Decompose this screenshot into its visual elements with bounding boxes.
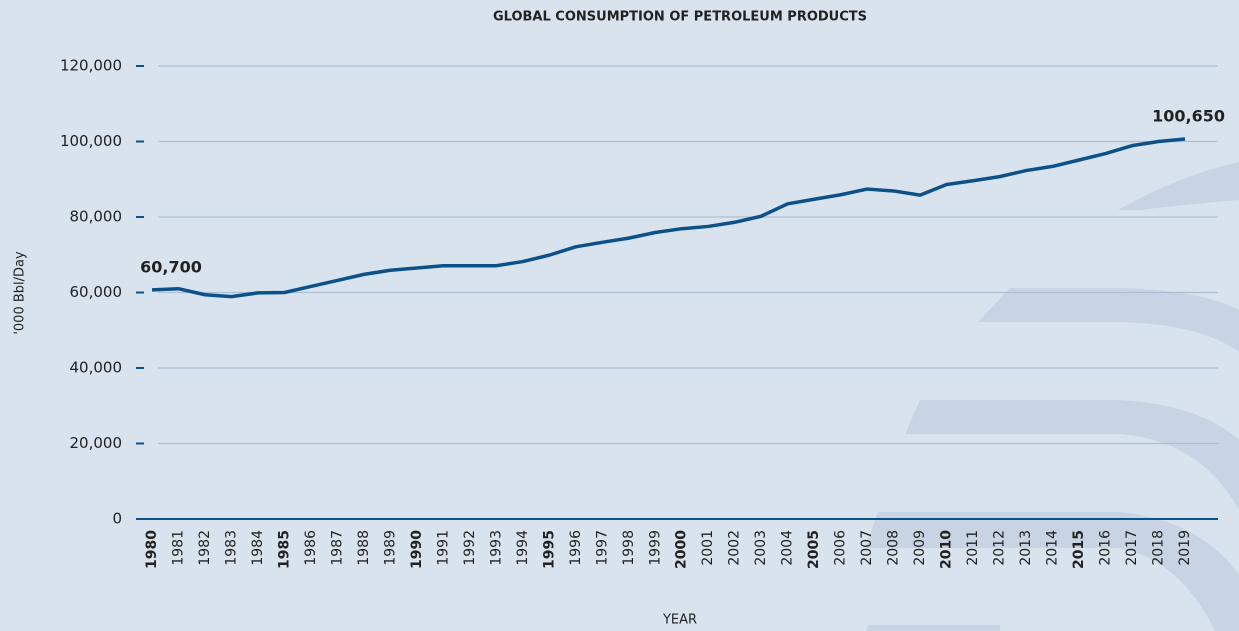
x-tick-label: 2004 [780, 530, 796, 566]
y-tick-label: 0 [112, 510, 122, 528]
x-tick-label: 1981 [170, 530, 186, 566]
x-tick-label: 1990 [409, 530, 425, 569]
data-label: 100,650 [1152, 107, 1225, 126]
x-tick-label: 2011 [965, 530, 981, 566]
x-tick-label: 1980 [144, 530, 160, 569]
y-tick-label: 100,000 [60, 132, 122, 150]
chart-title: GLOBAL CONSUMPTION OF PETROLEUM PRODUCTS [493, 10, 867, 25]
y-tick-label: 120,000 [60, 57, 122, 75]
x-tick-label: 2013 [1018, 530, 1034, 566]
x-tick-label: 2003 [753, 530, 769, 566]
x-tick-label: 1985 [276, 530, 292, 569]
x-tick-label: 2009 [912, 530, 928, 566]
data-line [151, 137, 1186, 299]
x-tick-label: 1996 [568, 530, 584, 566]
x-tick-label: 1994 [515, 530, 531, 566]
y-tick-label: 60,000 [70, 283, 123, 301]
x-tick-label: 2012 [992, 530, 1008, 566]
x-tick-label: 1998 [621, 530, 637, 566]
x-axis-label: YEAR [662, 613, 697, 628]
data-label: 60,700 [140, 257, 202, 276]
x-tick-label: 1982 [197, 530, 213, 566]
x-tick-label: 1991 [435, 530, 451, 566]
x-tick-label: 1987 [329, 530, 345, 566]
y-tick-label: 20,000 [70, 434, 123, 452]
x-tick-label: 1984 [250, 530, 266, 566]
x-tick-label: 1999 [647, 530, 663, 566]
decoration [865, 162, 1239, 631]
x-tick-label: 1989 [382, 530, 398, 566]
x-tick-label: 2010 [939, 530, 955, 569]
x-tick-label: 2019 [1177, 530, 1193, 566]
x-tick-label: 2016 [1098, 530, 1114, 566]
x-tick-label: 1986 [303, 530, 319, 566]
y-axis-label: '000 Bbl/Day [13, 251, 28, 335]
x-tick-label: 2017 [1124, 530, 1140, 566]
x-tick-label: 1995 [541, 530, 557, 569]
x-tick-label: 2001 [700, 530, 716, 566]
y-tick-label: 40,000 [70, 359, 123, 377]
x-tick-label: 2008 [886, 530, 902, 566]
x-tick-label: 2000 [674, 530, 690, 569]
x-tick-label: 2005 [806, 530, 822, 569]
x-tick-label: 2018 [1151, 530, 1167, 566]
x-tick-label: 1983 [223, 530, 239, 566]
x-tick-label: 2015 [1071, 530, 1087, 569]
x-tick-label: 1997 [594, 530, 610, 566]
x-tick-label: 1992 [462, 530, 478, 566]
x-tick-label: 2006 [833, 530, 849, 566]
x-tick-label: 2014 [1045, 530, 1061, 566]
x-tick-label: 2002 [727, 530, 743, 566]
x-tick-label: 1993 [488, 530, 504, 566]
y-tick-label: 80,000 [70, 208, 123, 226]
x-tick-label: 1988 [356, 530, 372, 566]
x-tick-label: 2007 [859, 530, 875, 566]
